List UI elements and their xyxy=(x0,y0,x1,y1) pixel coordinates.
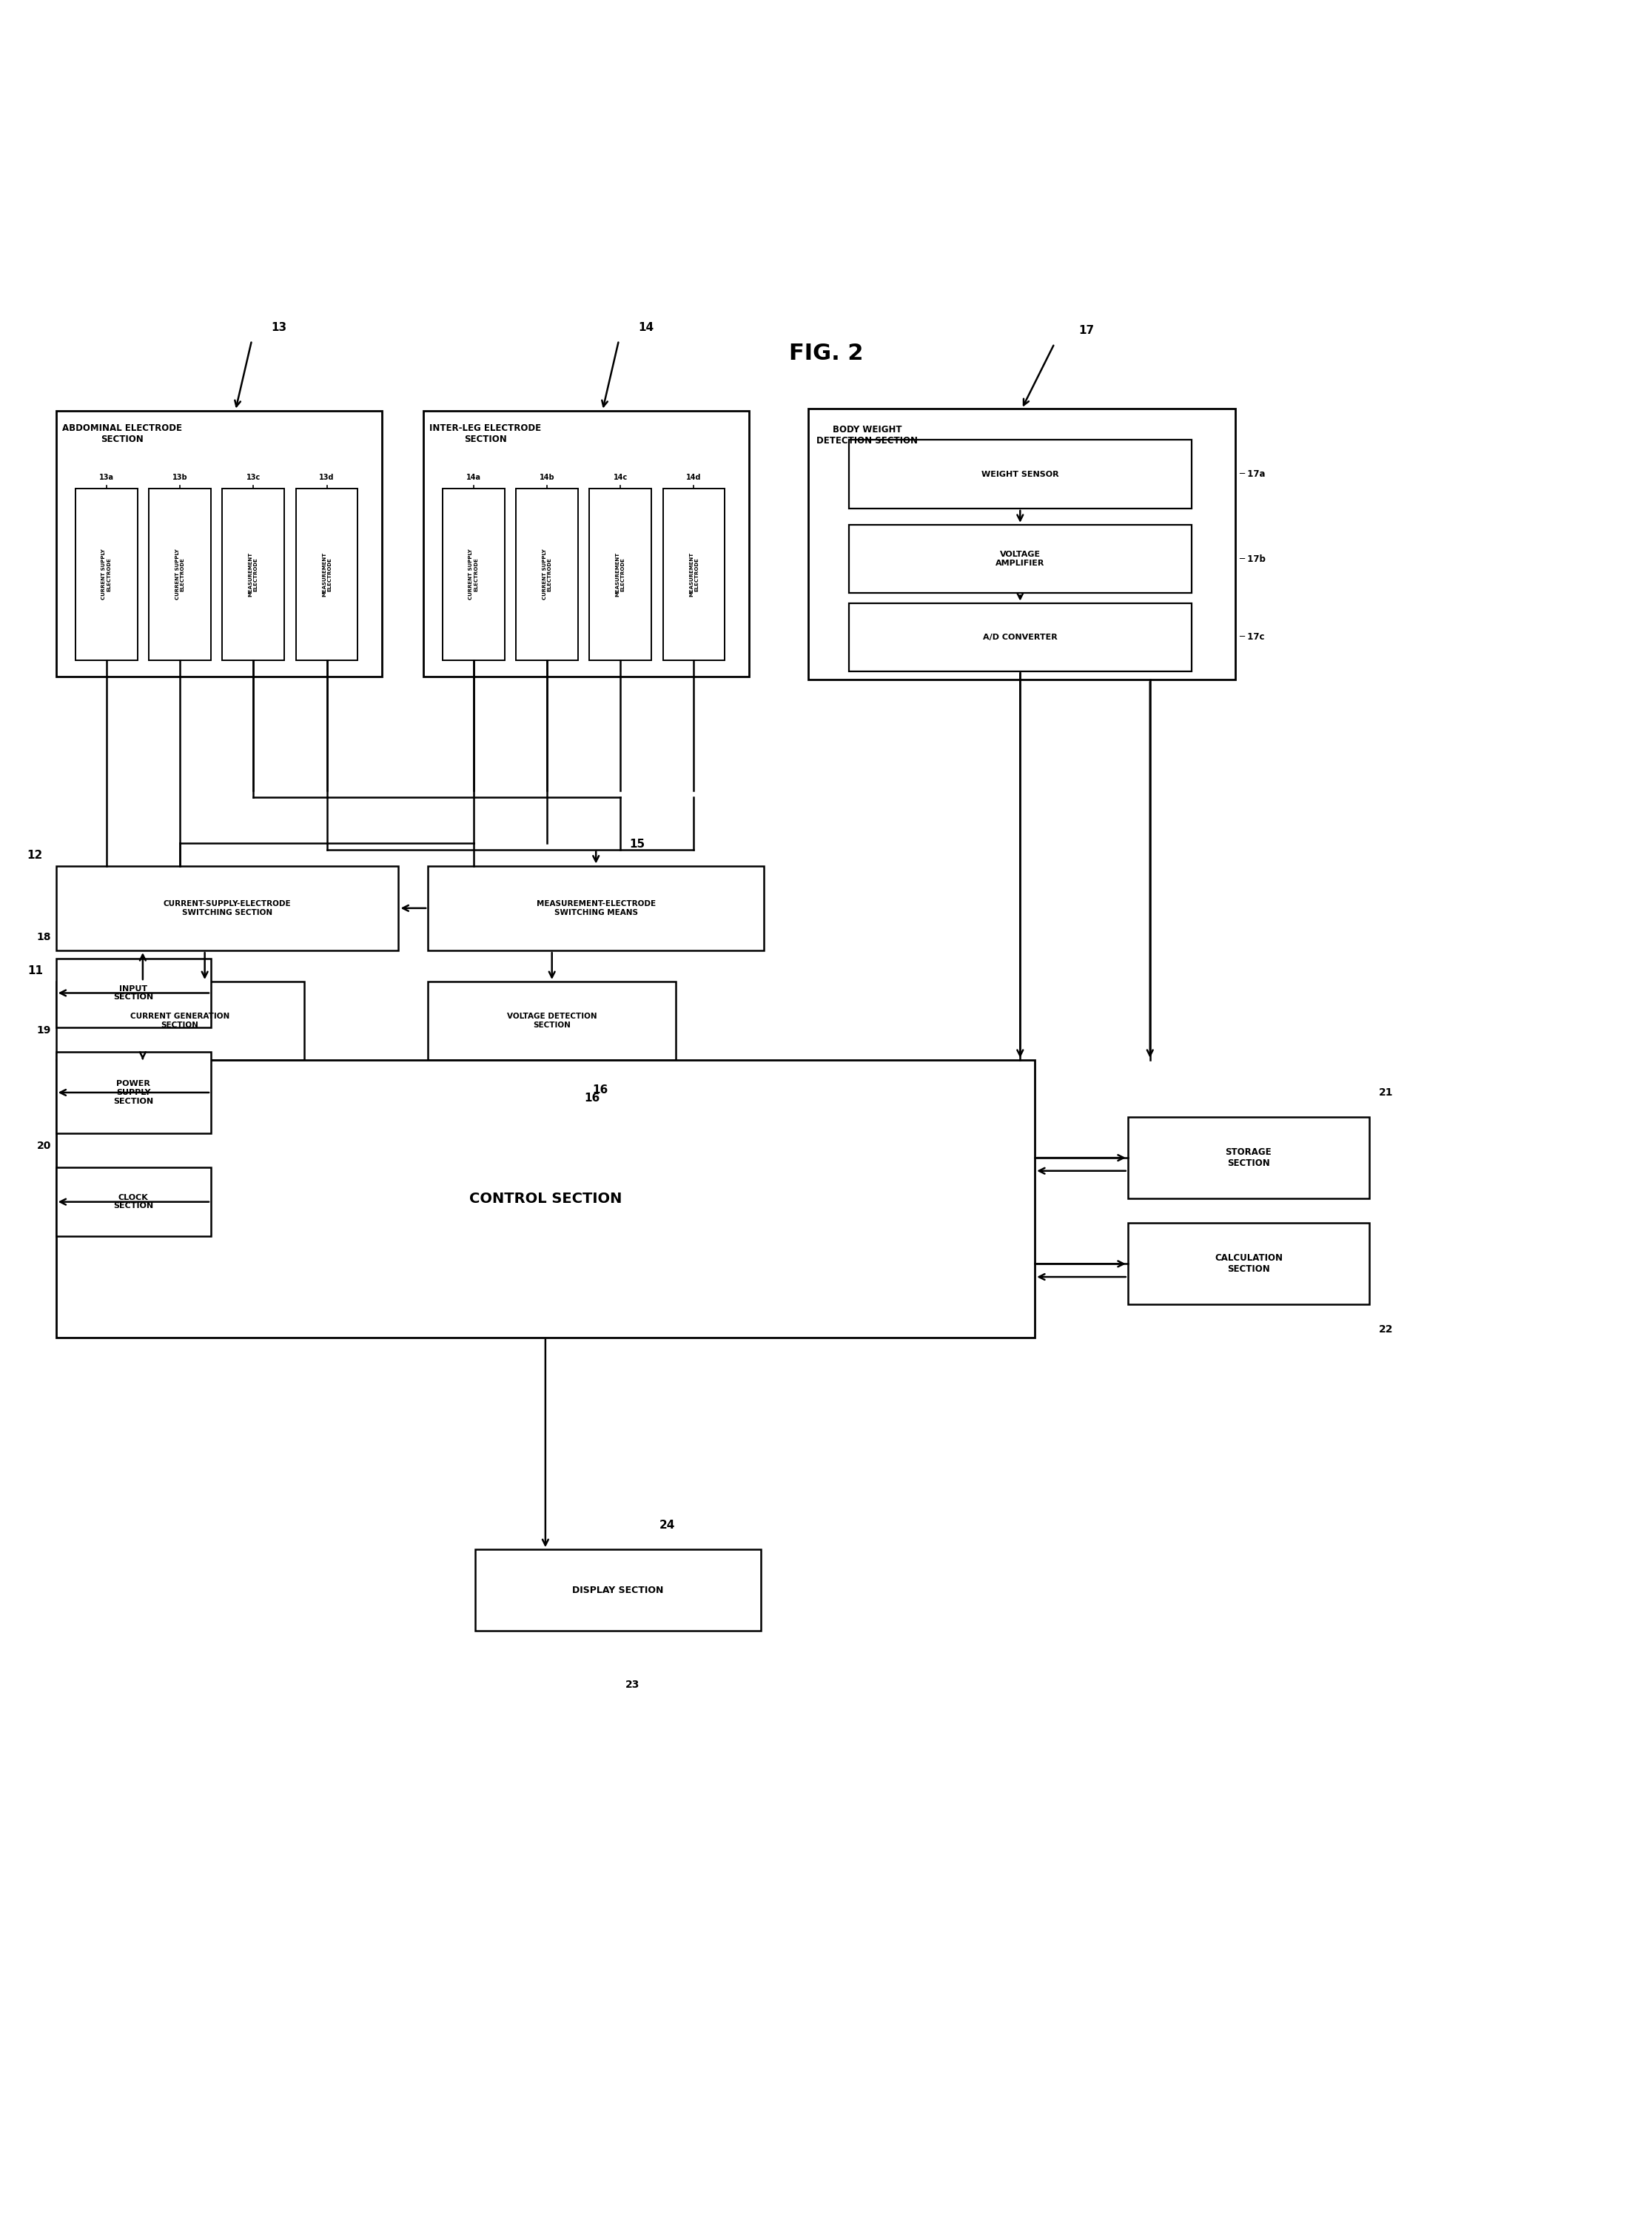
Text: INPUT
SECTION: INPUT SECTION xyxy=(114,985,154,1001)
Bar xyxy=(296,489,358,659)
Text: CURRENT-SUPPLY-ELECTRODE
SWITCHING SECTION: CURRENT-SUPPLY-ELECTRODE SWITCHING SECTI… xyxy=(164,900,291,916)
Text: 15: 15 xyxy=(629,838,646,849)
Text: A/D CONVERTER: A/D CONVERTER xyxy=(983,634,1057,641)
Text: 17: 17 xyxy=(1079,324,1095,335)
Text: 14d: 14d xyxy=(686,474,702,480)
Text: 24: 24 xyxy=(659,1519,676,1530)
Text: 14: 14 xyxy=(638,322,654,333)
Bar xyxy=(849,525,1191,594)
Text: 19: 19 xyxy=(36,1025,51,1034)
Text: 14a: 14a xyxy=(466,474,481,480)
Text: 16: 16 xyxy=(593,1083,608,1095)
Text: MEASUREMENT
ELECTRODE: MEASUREMENT ELECTRODE xyxy=(248,552,258,596)
Text: 13c: 13c xyxy=(246,474,261,480)
Text: CURRENT SUPPLY
ELECTRODE: CURRENT SUPPLY ELECTRODE xyxy=(175,550,185,601)
Text: 13a: 13a xyxy=(99,474,114,480)
Bar xyxy=(56,1052,211,1133)
Text: FIG. 2: FIG. 2 xyxy=(788,342,864,364)
Text: 14c: 14c xyxy=(613,474,628,480)
Text: 13: 13 xyxy=(271,322,287,333)
Bar xyxy=(428,981,676,1059)
Bar xyxy=(56,411,382,677)
Bar xyxy=(1128,1222,1370,1305)
Text: 21: 21 xyxy=(1379,1088,1394,1097)
Text: 14b: 14b xyxy=(540,474,555,480)
Text: ABDOMINAL ELECTRODE
SECTION: ABDOMINAL ELECTRODE SECTION xyxy=(63,424,182,445)
Text: CALCULATION
SECTION: CALCULATION SECTION xyxy=(1214,1253,1282,1273)
Bar xyxy=(56,1059,1034,1338)
Text: DISPLAY SECTION: DISPLAY SECTION xyxy=(572,1586,664,1595)
Bar xyxy=(662,489,725,659)
Text: 16: 16 xyxy=(585,1092,600,1104)
Text: 22: 22 xyxy=(1379,1325,1394,1334)
Bar xyxy=(56,867,398,952)
Text: CURRENT SUPPLY
ELECTRODE: CURRENT SUPPLY ELECTRODE xyxy=(469,550,479,601)
Bar xyxy=(849,440,1191,509)
Text: 13d: 13d xyxy=(319,474,334,480)
Text: VOLTAGE
AMPLIFIER: VOLTAGE AMPLIFIER xyxy=(996,552,1044,567)
Text: 20: 20 xyxy=(36,1142,51,1151)
Bar xyxy=(149,489,211,659)
Bar xyxy=(223,489,284,659)
Text: MEASUREMENT
ELECTRODE: MEASUREMENT ELECTRODE xyxy=(616,552,624,596)
Text: ─ 17c: ─ 17c xyxy=(1239,632,1264,641)
Text: VOLTAGE DETECTION
SECTION: VOLTAGE DETECTION SECTION xyxy=(507,1012,596,1028)
Text: 13b: 13b xyxy=(172,474,188,480)
Bar xyxy=(56,958,211,1028)
Text: MEASUREMENT
ELECTRODE: MEASUREMENT ELECTRODE xyxy=(322,552,332,596)
Bar xyxy=(515,489,578,659)
Text: CONTROL SECTION: CONTROL SECTION xyxy=(469,1191,621,1206)
Bar xyxy=(76,489,137,659)
Bar xyxy=(56,1168,211,1235)
Text: STORAGE
SECTION: STORAGE SECTION xyxy=(1226,1148,1272,1168)
Text: POWER
SUPPLY
SECTION: POWER SUPPLY SECTION xyxy=(114,1081,154,1106)
Text: CURRENT SUPPLY
ELECTRODE: CURRENT SUPPLY ELECTRODE xyxy=(542,550,552,601)
Text: 18: 18 xyxy=(36,932,51,943)
Bar xyxy=(590,489,651,659)
Text: BODY WEIGHT
DETECTION SECTION: BODY WEIGHT DETECTION SECTION xyxy=(816,424,917,447)
Text: MEASUREMENT-ELECTRODE
SWITCHING MEANS: MEASUREMENT-ELECTRODE SWITCHING MEANS xyxy=(537,900,656,916)
Text: 23: 23 xyxy=(624,1680,639,1691)
Bar xyxy=(443,489,504,659)
Bar xyxy=(1128,1117,1370,1200)
Bar xyxy=(476,1550,760,1631)
Text: INTER-LEG ELECTRODE
SECTION: INTER-LEG ELECTRODE SECTION xyxy=(430,424,542,445)
Text: CURRENT SUPPLY
ELECTRODE: CURRENT SUPPLY ELECTRODE xyxy=(102,550,111,601)
Bar xyxy=(808,409,1236,679)
Text: WEIGHT SENSOR: WEIGHT SENSOR xyxy=(981,471,1059,478)
Text: CLOCK
SECTION: CLOCK SECTION xyxy=(114,1193,154,1211)
Bar xyxy=(849,603,1191,672)
Text: ─ 17b: ─ 17b xyxy=(1239,554,1265,563)
Text: ─ 17a: ─ 17a xyxy=(1239,469,1265,478)
Text: 11: 11 xyxy=(28,965,43,976)
Bar xyxy=(423,411,750,677)
Bar xyxy=(56,981,304,1059)
Text: 12: 12 xyxy=(26,849,43,860)
Text: MEASUREMENT
ELECTRODE: MEASUREMENT ELECTRODE xyxy=(689,552,699,596)
Bar xyxy=(428,867,763,952)
Text: CURRENT GENERATION
SECTION: CURRENT GENERATION SECTION xyxy=(131,1012,230,1028)
